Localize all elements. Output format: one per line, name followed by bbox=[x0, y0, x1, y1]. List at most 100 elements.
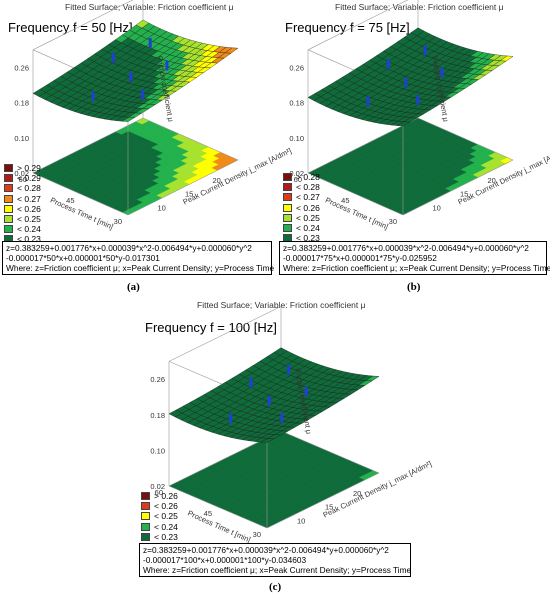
axis-line bbox=[280, 430, 380, 474]
legend-label: < 0.26 bbox=[296, 202, 320, 213]
legend-item: < 0.24 bbox=[141, 522, 178, 532]
legend-item: > 0.26 bbox=[141, 491, 178, 501]
legend-label: < 0.25 bbox=[296, 212, 320, 223]
legend-label: < 0.23 bbox=[296, 233, 320, 244]
legend-swatch bbox=[4, 174, 13, 183]
z-tick: 0.26 bbox=[14, 63, 29, 72]
legend-item: < 0.28 bbox=[4, 183, 41, 193]
legend-swatch bbox=[141, 502, 150, 511]
equation-line: Where: z=Friction coefficient μ; x=Peak … bbox=[6, 263, 275, 273]
legend-item: < 0.23 bbox=[141, 532, 178, 542]
equation-line: Where: z=Friction coefficient μ; x=Peak … bbox=[283, 263, 550, 273]
legend-swatch bbox=[4, 184, 13, 193]
z-axis: 0.26 0.18 0.10 0.02 bbox=[150, 375, 165, 491]
fitted-surface bbox=[307, 27, 514, 127]
legend-label: < 0.25 bbox=[154, 511, 178, 522]
panel-c: Fitted Surface; Variable: Friction coeff… bbox=[137, 298, 433, 595]
y-tick: 45 bbox=[66, 196, 74, 205]
y-tick: 60 bbox=[155, 488, 163, 497]
legend-swatch bbox=[4, 194, 13, 203]
legend-swatch bbox=[141, 512, 150, 521]
plot-title: Fitted Surface; Variable: Friction coeff… bbox=[335, 2, 504, 12]
z-tick: 0.10 bbox=[289, 134, 304, 143]
equation-line: -0.000017*100*x+0.000001*100*y-0.034603 bbox=[143, 555, 307, 565]
plot-title: Fitted Surface; Variable: Friction coeff… bbox=[197, 300, 366, 310]
y-tick: 45 bbox=[204, 509, 212, 518]
frequency-label: Frequency f = 100 [Hz] bbox=[145, 320, 277, 335]
legend-item: < 0.26 bbox=[141, 501, 178, 511]
z-tick: 0.02 bbox=[14, 169, 29, 178]
y-tick: 30 bbox=[389, 217, 397, 226]
y-tick: 45 bbox=[341, 196, 349, 205]
legend-label: < 0.26 bbox=[154, 501, 178, 512]
legend-label: < 0.23 bbox=[154, 531, 178, 542]
x-tick: 20 bbox=[488, 176, 496, 185]
legend-swatch bbox=[283, 173, 292, 182]
surface-cell bbox=[499, 55, 514, 62]
legend: > 0.26 < 0.26 < 0.25 < 0.24 < 0.23 bbox=[141, 491, 178, 542]
panel-a: Fitted Surface; Variable: Friction coeff… bbox=[0, 0, 293, 300]
legend-swatch bbox=[283, 183, 292, 192]
x-tick: 15 bbox=[185, 190, 193, 199]
x-tick: 15 bbox=[460, 190, 468, 199]
legend-swatch bbox=[4, 164, 13, 173]
x-tick: 20 bbox=[353, 489, 361, 498]
legend-label: < 0.24 bbox=[154, 521, 178, 532]
x-axis: 10 15 20 bbox=[433, 176, 496, 213]
caption: (c) bbox=[269, 581, 282, 593]
axis-line bbox=[307, 0, 409, 51]
y-axis: 60 45 30 bbox=[19, 175, 122, 226]
legend-item: < 0.26 bbox=[4, 204, 41, 214]
surface-cell bbox=[365, 375, 380, 382]
legend-label: < 0.28 bbox=[17, 183, 41, 194]
equation-box: z=0.383259+0.001776*x+0.000039*x^2-0.006… bbox=[2, 241, 275, 275]
z-axis: 0.26 0.18 0.10 0.02 bbox=[14, 63, 29, 178]
x-tick: 20 bbox=[213, 176, 221, 185]
z-tick: 0.18 bbox=[150, 411, 165, 420]
axis-line bbox=[266, 472, 380, 529]
legend: > 0.28 < 0.28 < 0.27 < 0.26 < 0.25 < 0.24 < 0.… bbox=[283, 172, 320, 243]
legend-swatch bbox=[4, 215, 13, 224]
legend-label: < 0.24 bbox=[296, 222, 320, 233]
legend-label: < 0.27 bbox=[17, 193, 41, 204]
x-axis: 10 15 20 bbox=[297, 489, 361, 526]
axis-line bbox=[168, 306, 282, 362]
legend-label: < 0.26 bbox=[17, 203, 41, 214]
legend-swatch bbox=[141, 492, 150, 501]
axis-line bbox=[32, 0, 134, 51]
legend-swatch bbox=[283, 213, 292, 222]
frequency-label: Frequency f = 75 [Hz] bbox=[285, 20, 410, 35]
legend-label: > 0.26 bbox=[154, 491, 178, 501]
legend-item: > 0.29 bbox=[4, 163, 41, 173]
legend-item: < 0.29 bbox=[4, 173, 41, 183]
legend-label: < 0.29 bbox=[17, 173, 41, 184]
equation-line: -0.000017*50*x+0.000001*50*y-0.017301 bbox=[6, 253, 160, 263]
z-axis: 0.26 0.18 0.10 0.02 bbox=[289, 63, 304, 178]
equation-box: z=0.383259+0.001776*x+0.000039*x^2-0.006… bbox=[139, 543, 411, 577]
legend-swatch bbox=[283, 224, 292, 233]
axis-line bbox=[142, 117, 239, 161]
legend-swatch bbox=[283, 193, 292, 202]
equation-line: z=0.383259+0.001776*x+0.000039*x^2-0.006… bbox=[283, 243, 529, 253]
axis-line bbox=[307, 172, 404, 216]
legend-swatch bbox=[4, 225, 13, 234]
legend-item: < 0.25 bbox=[4, 214, 41, 224]
x-axis: 10 15 20 bbox=[158, 176, 221, 213]
legend-swatch bbox=[141, 522, 150, 531]
equation-line: z=0.383259+0.001776*x+0.000039*x^2-0.006… bbox=[143, 545, 389, 555]
y-tick: 60 bbox=[294, 175, 302, 184]
y-tick: 60 bbox=[19, 175, 27, 184]
axis-line bbox=[402, 159, 514, 216]
equation-line: -0.000017*75*x+0.000001*75*y-0.025952 bbox=[283, 253, 437, 263]
plot-title: Fitted Surface; Variable: Friction coeff… bbox=[65, 2, 234, 12]
legend-label: < 0.24 bbox=[17, 224, 41, 235]
y-tick: 30 bbox=[114, 217, 122, 226]
equation-line: Where: z=Friction coefficient μ; x=Peak … bbox=[143, 565, 412, 575]
legend-swatch bbox=[283, 203, 292, 212]
x-tick: 10 bbox=[297, 516, 305, 525]
legend-item: < 0.25 bbox=[283, 213, 320, 223]
equation-box: z=0.383259+0.001776*x+0.000039*x^2-0.006… bbox=[279, 241, 550, 275]
legend-label: < 0.28 bbox=[296, 182, 320, 193]
